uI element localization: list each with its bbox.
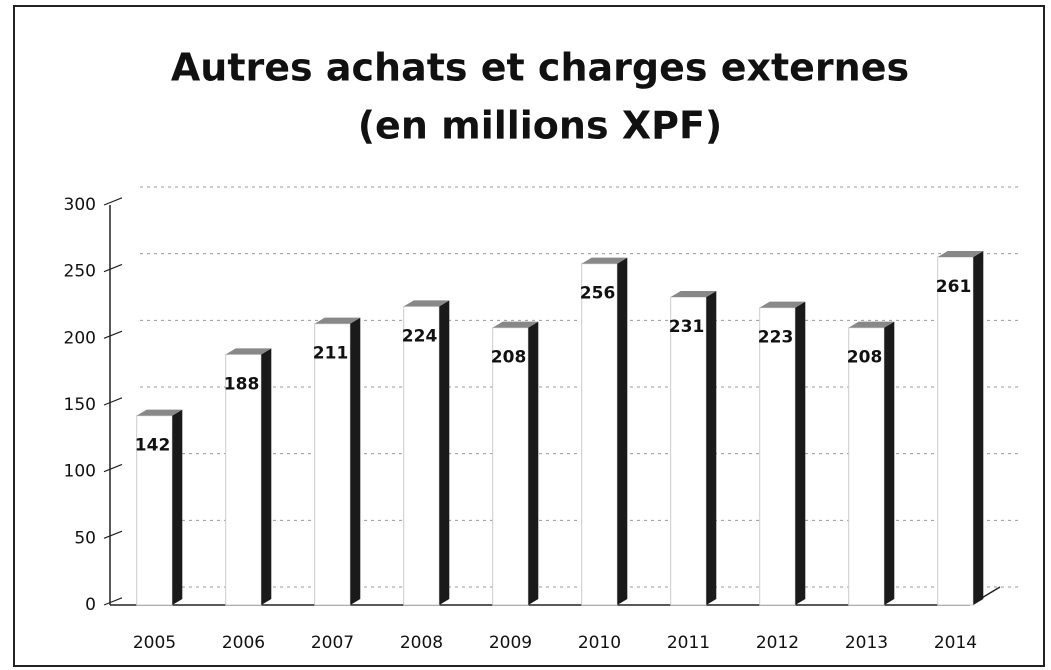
y-tick-label: 150 — [64, 395, 96, 415]
y-tick — [103, 197, 123, 206]
y-tick-label: 300 — [64, 195, 96, 215]
bar-side — [973, 251, 984, 605]
y-tick-label: 200 — [64, 328, 96, 348]
value-label: 224 — [402, 326, 438, 346]
y-tick — [103, 263, 123, 273]
bar-top — [581, 257, 628, 264]
y-tick-label: 0 — [85, 595, 96, 615]
bar-side — [261, 348, 272, 605]
bar — [225, 353, 262, 606]
value-label: 142 — [135, 436, 171, 456]
x-tick-label: 2013 — [845, 633, 888, 653]
bar-side — [617, 257, 628, 605]
value-label: 223 — [758, 328, 794, 348]
x-tick-label: 2009 — [489, 633, 532, 653]
bar-top — [225, 348, 272, 355]
bar — [759, 307, 796, 606]
x-tick-label: 2006 — [222, 633, 265, 653]
bar — [937, 256, 974, 606]
y-tick — [103, 330, 123, 339]
y-tick — [103, 530, 123, 539]
bar — [581, 263, 618, 606]
y-tick-label: 100 — [64, 462, 96, 482]
y-tick — [103, 397, 123, 406]
bar — [403, 305, 440, 606]
x-tick-label: 2007 — [311, 633, 354, 653]
bar-top — [136, 409, 183, 416]
bar-top — [314, 317, 361, 324]
bar-top — [492, 321, 539, 328]
x-tick-label: 2012 — [756, 633, 799, 653]
value-label: 261 — [936, 277, 972, 297]
x-tick-label: 2011 — [667, 633, 710, 653]
chart-title: Autres achats et charges externes — [171, 46, 909, 90]
bar-side — [795, 301, 806, 605]
bar-top — [670, 291, 717, 297]
bar-top — [848, 321, 895, 328]
chart-subtitle: (en millions XPF) — [358, 104, 723, 148]
bar-side — [706, 291, 717, 605]
x-tick-label: 2005 — [133, 633, 176, 653]
bar — [492, 327, 529, 606]
value-label: 211 — [313, 344, 349, 364]
value-label: 256 — [580, 284, 616, 304]
bar — [848, 327, 885, 606]
x-tick-label: 2008 — [400, 633, 443, 653]
bar — [314, 323, 351, 606]
x-tick-label: 2010 — [578, 633, 621, 653]
bar-side — [884, 321, 895, 605]
bar-side — [350, 317, 361, 605]
bar — [670, 296, 707, 606]
bar-side — [528, 321, 539, 605]
y-tick — [103, 597, 123, 606]
bar-top — [937, 251, 984, 257]
bar-top — [403, 300, 450, 307]
bar — [136, 415, 173, 606]
x-tick-label: 2014 — [934, 633, 977, 653]
bar-side — [439, 300, 450, 605]
y-tick — [103, 463, 123, 473]
value-label: 231 — [669, 317, 705, 337]
bar-top — [759, 301, 806, 308]
bar-side — [172, 409, 183, 605]
y-tick-label: 250 — [64, 262, 96, 282]
value-label: 188 — [224, 374, 260, 394]
value-label: 208 — [847, 348, 883, 368]
y-tick-label: 50 — [74, 528, 96, 548]
value-label: 208 — [491, 348, 527, 368]
